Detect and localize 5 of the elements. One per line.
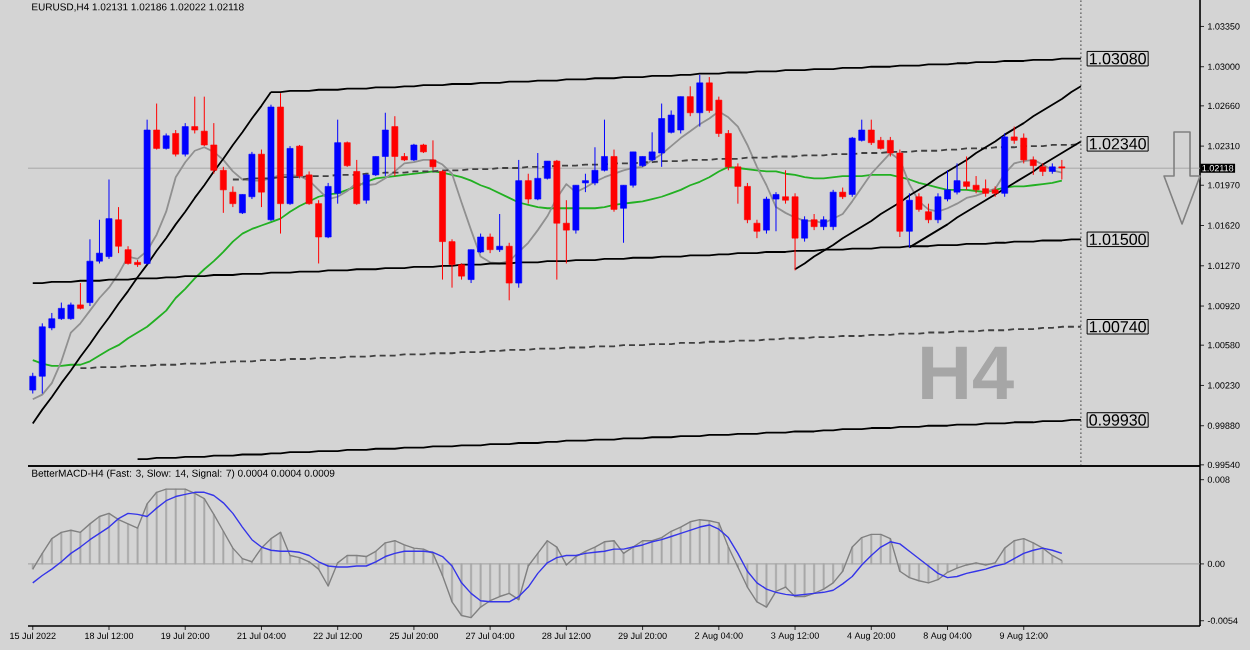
- series-label: 1.03080: [1089, 52, 1146, 65]
- series-label: 0.99930: [1089, 414, 1146, 426]
- series-label: 1.01500: [1089, 233, 1146, 245]
- series-label: 1.02340: [1089, 138, 1146, 150]
- series-label: 1.00740: [1089, 321, 1146, 333]
